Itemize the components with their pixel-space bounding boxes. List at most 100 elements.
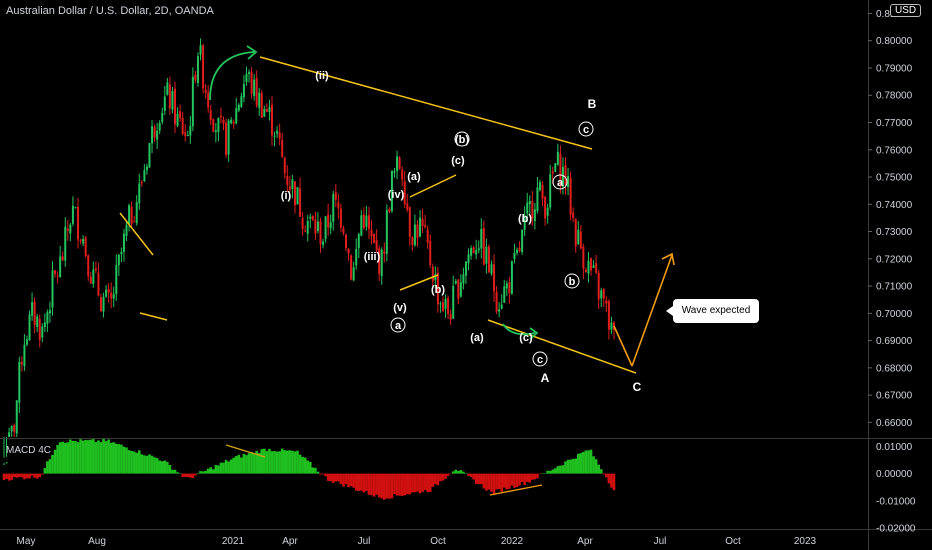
- macd-bar: [357, 473, 361, 491]
- macd-bar: [89, 439, 93, 474]
- candle-body: [71, 205, 74, 224]
- candle-body: [3, 463, 5, 465]
- macd-bar: [495, 473, 498, 490]
- wave-label: A: [541, 371, 550, 385]
- candle-body: [487, 246, 490, 273]
- macd-bar: [171, 469, 174, 474]
- candle-body: [597, 272, 600, 300]
- candle-body: [253, 79, 256, 96]
- wave-label: (b): [431, 284, 445, 296]
- candle-body: [110, 292, 113, 299]
- candle-body: [396, 156, 399, 172]
- candle-body: [304, 230, 307, 232]
- macd-bar: [434, 473, 437, 485]
- macd-tick-label: 0.01000: [876, 442, 913, 453]
- candle-body: [209, 110, 212, 121]
- macd-bar: [222, 462, 225, 474]
- candle-body: [191, 76, 194, 127]
- candle-body: [235, 108, 238, 124]
- candle-body: [255, 78, 258, 106]
- macd-bar: [446, 473, 450, 476]
- macd-bar: [594, 459, 598, 474]
- candle-body: [199, 45, 202, 55]
- candle-body: [48, 309, 51, 314]
- candle-body: [140, 181, 143, 184]
- macd-bar: [92, 439, 95, 474]
- candle-body: [564, 165, 567, 185]
- macd-bar: [556, 466, 560, 474]
- candle-body: [459, 282, 462, 297]
- macd-bar: [270, 451, 274, 474]
- macd-bar: [178, 473, 182, 474]
- macd-bar: [278, 451, 281, 474]
- candle-body: [13, 425, 16, 432]
- macd-bar: [137, 450, 141, 474]
- macd-bar: [564, 461, 567, 474]
- macd-bar: [97, 440, 100, 474]
- macd-bar: [201, 471, 205, 474]
- macd-bar: [189, 473, 192, 478]
- wave-label: a: [395, 320, 402, 332]
- price-tick-label: 0.80000: [876, 36, 913, 47]
- wave-label: (ii): [315, 70, 329, 82]
- candle-body: [138, 183, 141, 204]
- macd-bar: [370, 473, 373, 496]
- wave-label: a: [557, 177, 564, 189]
- time-tick-label: Jul: [358, 536, 371, 547]
- macd-bar: [265, 451, 269, 474]
- macd-bar: [56, 445, 59, 474]
- candle-body: [268, 107, 271, 113]
- macd-bar: [375, 473, 378, 495]
- candle-body: [115, 264, 118, 294]
- macd-bar: [84, 439, 87, 474]
- macd-bar: [252, 453, 256, 474]
- macd-bar: [377, 473, 381, 498]
- candle-body: [278, 132, 281, 139]
- macd-bar: [607, 473, 611, 484]
- macd-bar: [40, 473, 44, 475]
- macd-bar: [12, 473, 16, 477]
- macd-bar: [301, 456, 304, 474]
- wave-label-circle: [552, 174, 568, 190]
- macd-bar: [467, 473, 470, 476]
- macd-bar: [528, 473, 532, 483]
- candle-body: [592, 265, 595, 268]
- macd-bar: [487, 473, 491, 490]
- macd-bar: [28, 473, 31, 479]
- macd-bar: [472, 473, 475, 480]
- candle-body: [250, 71, 253, 94]
- candle-body: [521, 229, 524, 252]
- macd-bar: [115, 443, 118, 474]
- wedge-trendline: [119, 212, 154, 256]
- macd-bar: [273, 451, 276, 474]
- macd-bar: [451, 471, 455, 474]
- macd-bar: [166, 461, 169, 474]
- macd-bar: [194, 473, 197, 476]
- candle-body: [350, 255, 353, 280]
- candle-body: [207, 92, 210, 108]
- macd-bar: [477, 473, 481, 484]
- wave-label: (v): [393, 302, 407, 314]
- candle-body: [516, 249, 519, 253]
- macd-bar: [390, 473, 394, 499]
- macd-bar: [25, 473, 29, 479]
- macd-bar: [561, 465, 565, 474]
- candle-body: [225, 122, 228, 155]
- candle-body: [403, 181, 406, 205]
- currency-badge[interactable]: USD: [890, 4, 922, 17]
- macd-bar: [579, 453, 583, 474]
- macd-bar: [81, 440, 85, 474]
- candle-body: [219, 115, 222, 118]
- candle-body: [240, 96, 243, 107]
- macd-bar: [360, 473, 363, 491]
- green-arrowhead: [529, 327, 539, 340]
- macd-bar: [99, 442, 103, 474]
- candle-body: [373, 233, 376, 243]
- candle-body: [579, 231, 582, 249]
- macd-bar: [403, 473, 407, 496]
- candle-body: [217, 117, 220, 133]
- macd-bar: [592, 456, 595, 474]
- candle-body: [607, 301, 610, 330]
- candle-body: [375, 240, 378, 250]
- candle-body: [324, 216, 327, 240]
